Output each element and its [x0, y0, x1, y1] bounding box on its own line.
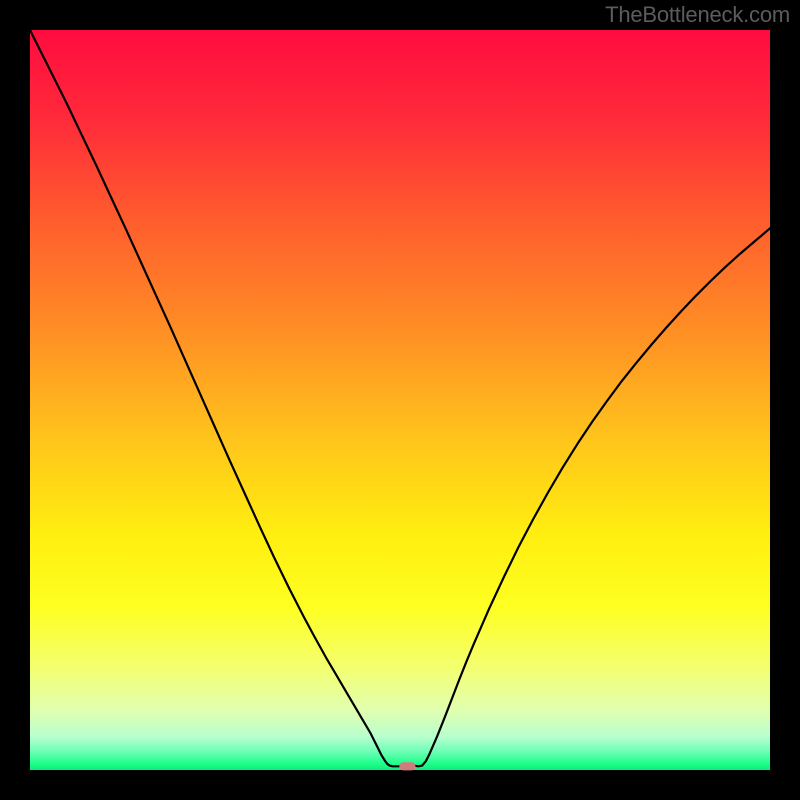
gradient-background	[30, 30, 770, 770]
optimal-marker	[399, 762, 415, 770]
bottleneck-chart: TheBottleneck.com	[0, 0, 800, 800]
chart-canvas	[0, 0, 800, 800]
watermark-text: TheBottleneck.com	[605, 2, 790, 28]
